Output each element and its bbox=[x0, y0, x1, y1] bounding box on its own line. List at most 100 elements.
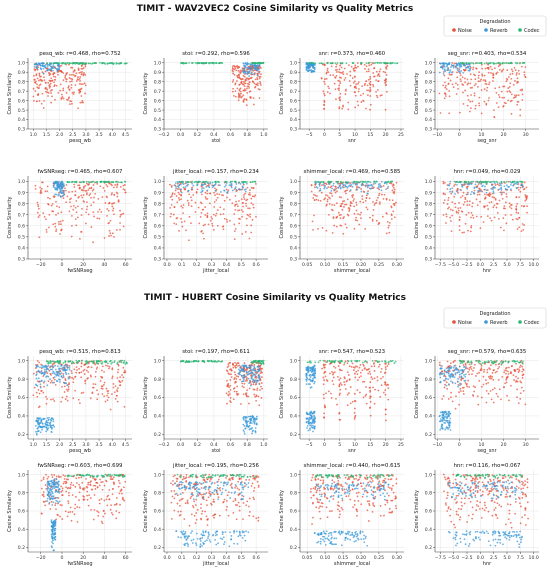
data-point bbox=[235, 375, 238, 378]
data-point bbox=[466, 193, 469, 196]
data-point bbox=[56, 365, 59, 368]
data-point bbox=[512, 184, 515, 187]
data-point bbox=[49, 366, 51, 369]
data-point bbox=[60, 400, 63, 403]
data-point bbox=[229, 184, 232, 186]
data-point bbox=[458, 111, 461, 114]
y-tick-label: 0.4 bbox=[154, 117, 161, 123]
data-point bbox=[74, 74, 77, 77]
data-point bbox=[258, 77, 261, 80]
data-point bbox=[230, 373, 232, 376]
data-point bbox=[235, 377, 238, 380]
data-point bbox=[327, 213, 330, 216]
data-point bbox=[95, 359, 98, 362]
data-point bbox=[51, 366, 54, 369]
data-point bbox=[307, 429, 310, 432]
data-point bbox=[178, 199, 181, 201]
data-point bbox=[65, 80, 68, 83]
data-point bbox=[370, 184, 373, 187]
data-point bbox=[254, 360, 257, 362]
data-point bbox=[58, 370, 61, 373]
data-point bbox=[455, 82, 457, 85]
data-point bbox=[256, 78, 259, 81]
data-point bbox=[60, 229, 62, 232]
data-point bbox=[35, 383, 37, 386]
data-point bbox=[259, 389, 261, 391]
data-point bbox=[205, 180, 208, 183]
data-point bbox=[253, 64, 256, 67]
data-point bbox=[315, 198, 318, 201]
data-point bbox=[34, 68, 37, 71]
data-point bbox=[46, 417, 49, 419]
data-point bbox=[246, 87, 248, 90]
data-point bbox=[215, 62, 218, 64]
data-point bbox=[376, 61, 379, 64]
data-point bbox=[247, 207, 249, 210]
data-point bbox=[199, 215, 202, 218]
data-point bbox=[241, 188, 243, 191]
data-point bbox=[49, 378, 51, 381]
data-point bbox=[232, 363, 234, 366]
data-point bbox=[322, 180, 324, 183]
y-axis-label: Cosine Similarity bbox=[143, 376, 149, 418]
data-point bbox=[467, 180, 470, 183]
y-tick-label: 0.6 bbox=[154, 395, 161, 401]
data-point bbox=[391, 189, 394, 192]
data-point bbox=[106, 362, 109, 365]
data-point bbox=[101, 196, 104, 199]
data-point bbox=[340, 205, 343, 208]
data-point bbox=[524, 76, 527, 79]
y-tick-label: 0.7 bbox=[18, 89, 25, 95]
data-point bbox=[249, 215, 252, 218]
x-tick-label: 7.5 bbox=[517, 262, 524, 268]
data-point bbox=[193, 360, 196, 362]
data-point bbox=[106, 62, 109, 65]
data-point bbox=[386, 365, 389, 367]
data-point bbox=[478, 102, 481, 105]
data-point bbox=[468, 204, 471, 206]
data-point bbox=[384, 362, 386, 365]
data-point bbox=[188, 215, 191, 218]
data-point bbox=[342, 232, 345, 235]
data-point bbox=[380, 377, 382, 380]
data-point bbox=[238, 222, 241, 225]
data-point bbox=[240, 198, 243, 201]
data-point bbox=[233, 371, 236, 374]
data-point bbox=[323, 94, 326, 97]
data-point bbox=[255, 83, 257, 86]
data-point bbox=[50, 101, 53, 104]
data-point bbox=[36, 94, 39, 96]
data-point bbox=[59, 359, 62, 362]
data-point bbox=[214, 187, 216, 190]
data-point bbox=[37, 205, 40, 208]
data-point bbox=[120, 361, 123, 364]
data-point bbox=[110, 193, 113, 196]
data-point bbox=[345, 181, 348, 183]
data-point bbox=[259, 62, 261, 65]
data-point bbox=[348, 80, 351, 82]
subplot: 0.30.40.50.60.70.80.91.00.05 0.10 0.15 0.20… bbox=[279, 169, 404, 274]
data-point bbox=[462, 191, 465, 194]
data-point bbox=[256, 74, 259, 77]
y-tick-label: 0.9 bbox=[154, 190, 161, 196]
data-point bbox=[471, 205, 474, 208]
data-point bbox=[362, 396, 365, 399]
x-axis-label: snr bbox=[348, 138, 357, 144]
data-point bbox=[75, 62, 78, 65]
data-point bbox=[41, 181, 44, 184]
x-tick-label: 10 bbox=[479, 132, 485, 138]
x-tick-label: 30 bbox=[523, 132, 529, 138]
data-point bbox=[258, 383, 261, 386]
data-point bbox=[446, 203, 449, 205]
data-point bbox=[446, 188, 449, 190]
data-point bbox=[443, 68, 446, 71]
y-tick-label: 0.9 bbox=[425, 70, 432, 76]
data-point bbox=[476, 204, 479, 207]
y-tick-label: 0.6 bbox=[425, 224, 432, 230]
data-point bbox=[520, 205, 523, 207]
data-point bbox=[259, 82, 262, 85]
data-point bbox=[106, 208, 109, 210]
data-point bbox=[507, 76, 510, 78]
data-point bbox=[40, 426, 42, 429]
data-point bbox=[104, 400, 107, 403]
